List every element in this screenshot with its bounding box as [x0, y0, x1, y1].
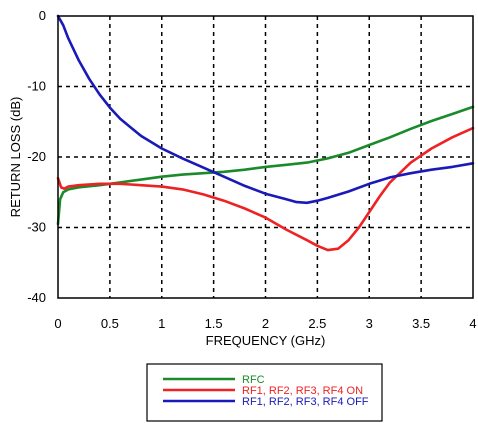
tick-labels: 0 0.5 1 1.5 2 2.5 3 3.5 4 0 -10 -20 -30 -40 — [27, 8, 476, 331]
legend-label: RF1, RF2, RF3, RF4 OFF — [242, 396, 369, 408]
x-tick-label: 4 — [469, 316, 476, 331]
series-line — [56, 126, 475, 252]
x-tick-label: 3.5 — [412, 316, 430, 331]
x-tick-label: 2.5 — [308, 316, 326, 331]
legend-label: RF1, RF2, RF3, RF4 ON — [242, 385, 363, 397]
y-tick-label: -30 — [27, 220, 46, 235]
y-tick-label: -20 — [27, 149, 46, 164]
x-axis-title: FREQUENCY (GHz) — [206, 333, 326, 348]
x-tick-label: 3 — [366, 316, 373, 331]
legend-box — [146, 363, 383, 422]
series-line — [56, 14, 475, 205]
x-tick-label: 1 — [158, 316, 165, 331]
y-tick-label: -10 — [27, 79, 46, 94]
x-tick-label: 0.5 — [101, 316, 119, 331]
y-tick-label: -40 — [27, 290, 46, 305]
x-tick-label: 1.5 — [205, 316, 223, 331]
x-tick-label: 2 — [262, 316, 269, 331]
plot-frame — [57, 15, 474, 299]
y-tick-label: 0 — [39, 8, 46, 23]
legend-label: RFC — [242, 374, 265, 386]
series-line — [56, 105, 475, 226]
series-lines — [56, 14, 475, 252]
y-axis-title: RETURN LOSS (dB) — [8, 97, 23, 218]
x-tick-label: 0 — [54, 316, 61, 331]
grid — [58, 16, 473, 298]
